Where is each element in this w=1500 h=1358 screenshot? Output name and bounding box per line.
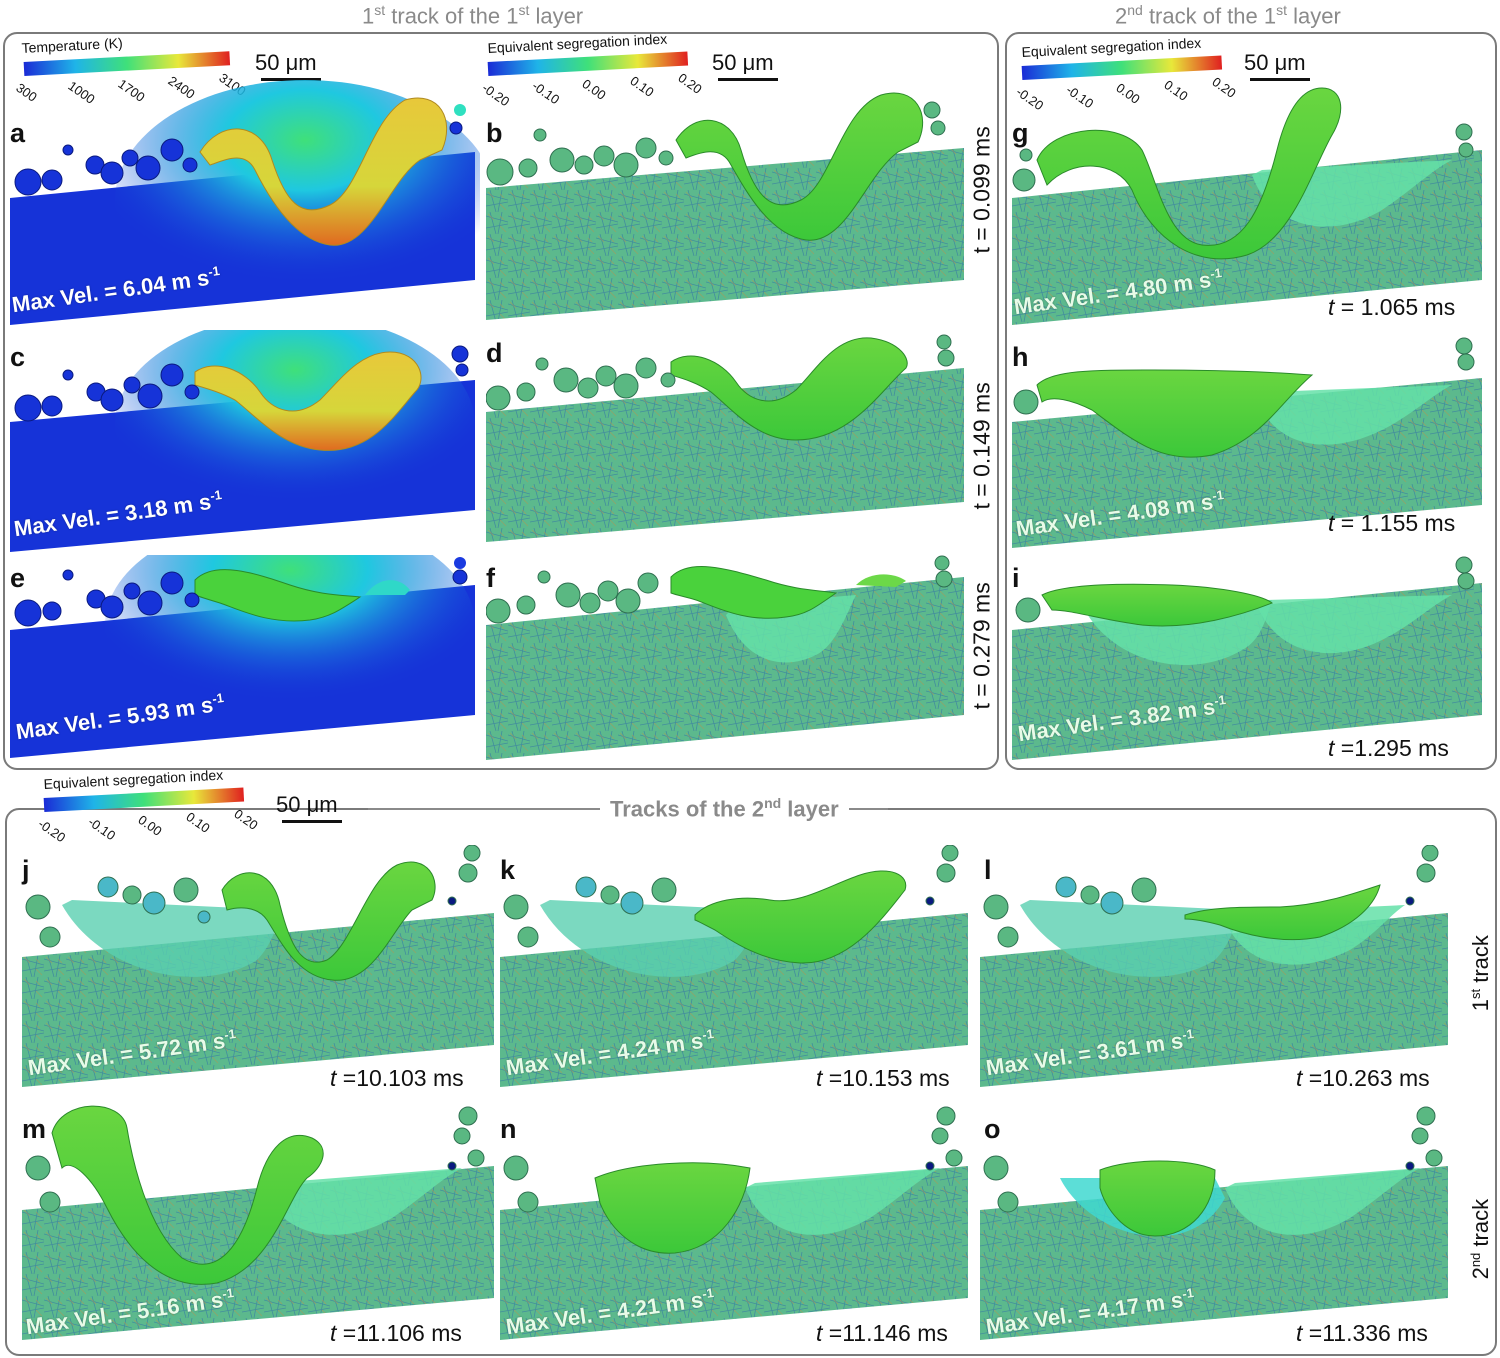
panel-o-time: t =11.336 ms [1296,1320,1428,1346]
panel-o-label: o [984,1114,1001,1144]
group-layer1-track2-box [1005,32,1497,770]
panel-h-label: h [1012,342,1029,372]
group-layer1-track1-title: 1st track of the 1st layer [362,2,584,29]
panel-g-figure [1012,87,1482,325]
panel-h-time: t = 1.155 ms [1328,510,1456,536]
panel-j-figure [22,845,494,1087]
panel-k-figure [500,845,968,1087]
panel-m: m Max Vel. = 5.16 m s-1 t =11.106 ms [22,1098,497,1348]
panel-i-label: i [1012,563,1020,593]
panel-h: h Max Vel. = 4.08 m s-1 t = 1.155 ms [1012,330,1482,560]
panel-f-label: f [486,563,495,593]
panel-n-label: n [500,1114,517,1144]
second-track-label: 2nd track [1467,1198,1494,1280]
panel-c: c Max Vel. = 3.18 m s-1 [10,330,480,560]
panel-j-label: j [22,855,30,885]
panel-g: g Max Vel. = 4.80 m s-1 t = 1.065 ms [1012,80,1482,330]
panel-d-label: d [486,338,503,368]
panel-e-label: e [10,563,26,593]
panel-l-label: l [984,855,992,885]
panel-e-figure [10,555,475,758]
panel-b-label: b [486,118,503,148]
panel-i: i Max Vel. = 3.82 m s-1 t =1.295 ms [1012,555,1482,765]
panel-k: k Max Vel. = 4.24 m s-1 t =10.153 ms [500,845,970,1095]
panel-d: d [486,330,966,560]
panel-g-label: g [1012,118,1029,148]
panel-j-time: t =10.103 ms [330,1065,464,1091]
panel-n-time: t =11.146 ms [816,1320,948,1346]
group-layer2-title: Tracks of the 2nd layer [600,795,849,823]
panel-m-time: t =11.106 ms [330,1320,462,1346]
panel-f-figure [486,555,964,760]
panel-l-figure [980,845,1448,1087]
panel-a: a Max Vel. = 6.04 m s-1 [10,80,480,330]
panel-l-time: t =10.263 ms [1296,1065,1430,1091]
group-layer1-track2-title: 2nd track of the 1st layer [1115,2,1341,29]
panel-m-figure [22,1105,494,1340]
panel-l: l Max Vel. = 3.61 m s-1 t =10.263 ms [980,845,1450,1095]
panel-c-figure [10,330,475,552]
panel-c-label: c [10,342,26,372]
row3-time: t = 0.279 ms [968,582,995,710]
panel-o: o Max Vel. = 4.17 m s-1 t =11.336 ms [980,1098,1450,1348]
panel-n: n Max Vel. = 4.21 m s-1 t =11.146 ms [500,1098,970,1348]
first-track-label: 1st track [1467,935,1494,1012]
panel-b-figure [486,92,964,320]
panel-h-figure [1012,337,1482,548]
panel-f: f [486,555,966,765]
panel-g-time: t = 1.065 ms [1328,294,1456,320]
panel-k-time: t =10.153 ms [816,1065,950,1091]
panel-j: j Max Vel. = 5.72 m s-1 t =10.103 ms [22,845,497,1095]
panel-k-label: k [500,855,516,885]
row2-time: t = 0.149 ms [968,382,995,510]
panel-d-figure [486,334,964,542]
panel-n-figure [500,1106,968,1340]
panel-e: e Max Vel. = 5.93 m s-1 [10,555,480,765]
panel-i-time: t =1.295 ms [1328,735,1449,761]
panel-b: b [486,80,966,330]
panel-i-figure [1012,556,1482,760]
panel-a-figure [10,80,480,325]
row1-time: t = 0.099 ms [968,126,995,254]
panel-m-label: m [22,1114,47,1144]
panel-o-figure [980,1106,1448,1340]
segregation-colorbar-bottom: Equivalent segregation index -0.20 -0.10… [35,766,261,846]
group-layer1-track1-box [3,32,999,770]
panel-a-label: a [10,118,26,148]
temperature-colorbar-gradient [23,51,231,76]
